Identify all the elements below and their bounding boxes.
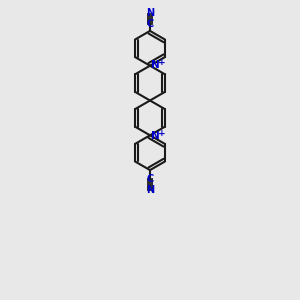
Text: +: + [158,129,166,138]
Text: N: N [146,8,154,19]
Text: C: C [146,19,154,29]
Text: N: N [152,131,160,141]
Text: N: N [152,60,160,70]
Text: N: N [146,184,154,195]
Text: C: C [146,174,154,184]
Text: +: + [158,58,166,67]
